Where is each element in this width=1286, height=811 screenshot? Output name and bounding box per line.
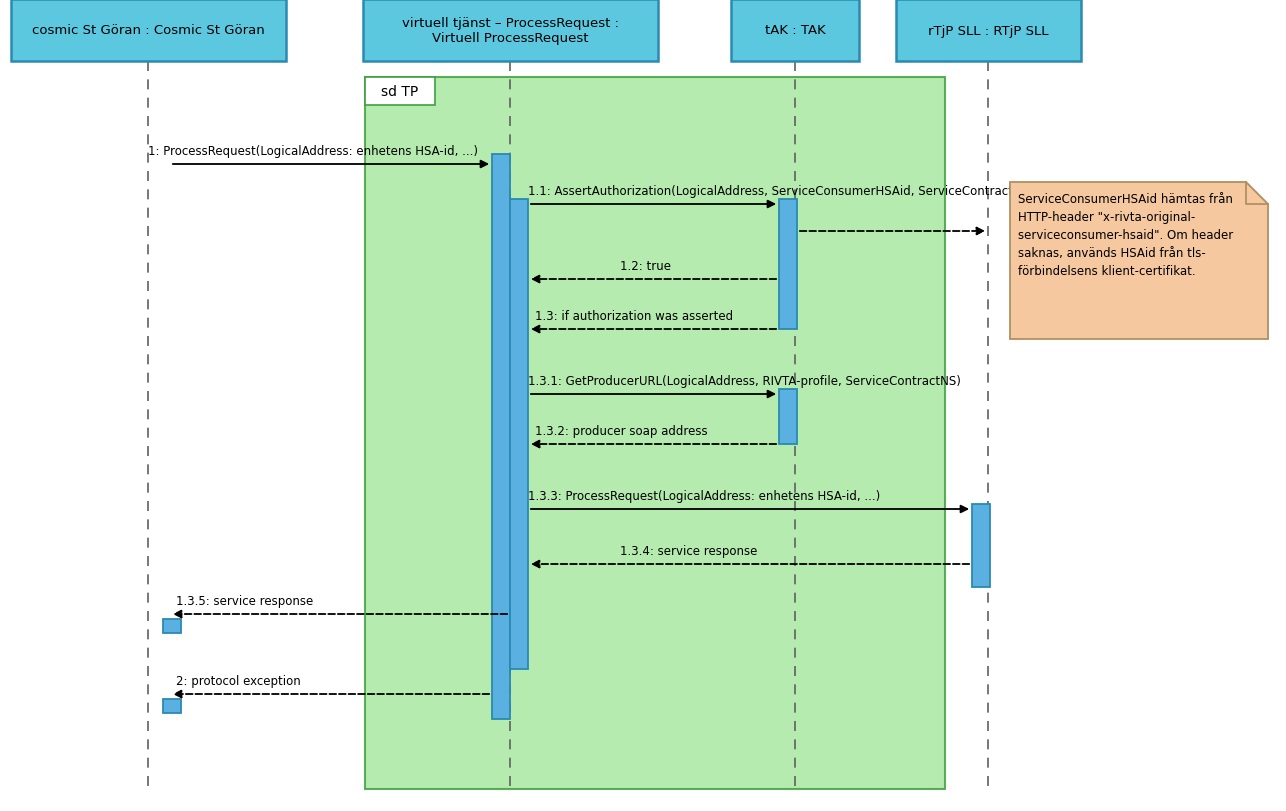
Bar bbox=[730, 0, 859, 62]
Bar bbox=[12, 0, 285, 62]
Text: ServiceConsumerHSAid hämtas från
HTTP-header "x-rivta-original-
serviceconsumer-: ServiceConsumerHSAid hämtas från HTTP-he… bbox=[1019, 193, 1233, 277]
Bar bbox=[779, 200, 797, 329]
Bar bbox=[779, 389, 797, 444]
Text: rTjP SLL : RTjP SLL: rTjP SLL : RTjP SLL bbox=[927, 24, 1048, 37]
Text: 1.3.3: ProcessRequest(LogicalAddress: enhetens HSA-id, ...): 1.3.3: ProcessRequest(LogicalAddress: en… bbox=[529, 489, 880, 502]
Bar bbox=[163, 699, 181, 713]
Text: 1.3.4: service response: 1.3.4: service response bbox=[620, 544, 757, 557]
Text: 2: protocol exception: 2: protocol exception bbox=[176, 674, 301, 687]
Text: cosmic St Göran : Cosmic St Göran: cosmic St Göran : Cosmic St Göran bbox=[32, 24, 265, 37]
Text: tAK : TAK: tAK : TAK bbox=[765, 24, 826, 37]
Text: 1.3.2: producer soap address: 1.3.2: producer soap address bbox=[535, 424, 707, 437]
Text: sd TP: sd TP bbox=[382, 85, 419, 99]
Polygon shape bbox=[1010, 182, 1268, 340]
Bar bbox=[163, 620, 181, 633]
Bar bbox=[493, 155, 511, 719]
Bar bbox=[972, 504, 990, 587]
Text: 1: ProcessRequest(LogicalAddress: enhetens HSA-id, ...): 1: ProcessRequest(LogicalAddress: enhete… bbox=[148, 145, 478, 158]
Bar bbox=[896, 0, 1082, 62]
Text: 1.1: AssertAuthorization(LogicalAddress, ServiceConsumerHSAid, ServiceContractNS: 1.1: AssertAuthorization(LogicalAddress,… bbox=[529, 185, 1034, 198]
Bar bbox=[365, 78, 435, 106]
Text: virtuell tjänst – ProcessRequest :
Virtuell ProcessRequest: virtuell tjänst – ProcessRequest : Virtu… bbox=[401, 17, 619, 45]
Text: 1.3.1: GetProducerURL(LogicalAddress, RIVTA-profile, ServiceContractNS): 1.3.1: GetProducerURL(LogicalAddress, RI… bbox=[529, 375, 961, 388]
Text: 1.3.5: service response: 1.3.5: service response bbox=[176, 594, 314, 607]
Bar bbox=[363, 0, 658, 62]
Bar bbox=[511, 200, 529, 669]
Text: 1.3: if authorization was asserted: 1.3: if authorization was asserted bbox=[535, 310, 733, 323]
Text: 1.2: true: 1.2: true bbox=[620, 260, 671, 272]
Bar bbox=[365, 78, 945, 789]
